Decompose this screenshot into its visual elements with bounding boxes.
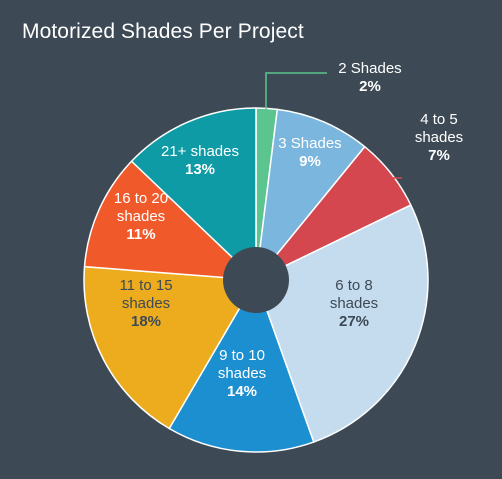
slice-name-label: 2 Shades [338, 60, 401, 77]
slice-value-label: 11% [126, 226, 155, 243]
slice-name-label: 16 to 20 [114, 190, 168, 207]
pie-slice-3-shades [255, 108, 366, 281]
slice-name-label: shades [122, 295, 170, 312]
slice-label-6-to-8-shades: 6 to 8 shades 27% [330, 277, 378, 330]
slice-name-label: 11 to 15 [119, 277, 172, 294]
pie-slice-9-to-10-shades [168, 279, 315, 453]
slice-label-21plus-shades: 21+ shades 13% [161, 143, 239, 178]
slice-name-label: 9 to 10 [219, 347, 265, 364]
slice-name-label: shades [415, 129, 463, 146]
slice-value-label: 14% [227, 383, 257, 400]
pie-slice-6-to-8-shades [255, 204, 429, 443]
pie-slice-21plus-shades [130, 107, 257, 281]
pie-slice-11-to-15-shades [83, 265, 257, 430]
pie-slice-16-to-20-shades [83, 160, 257, 281]
slice-name-label: 6 to 8 [335, 277, 373, 294]
slice-name-label: shades [218, 365, 266, 382]
slice-label-2-shades: 2 Shades 2% [338, 60, 401, 95]
slice-value-label: 2% [359, 78, 381, 95]
slice-label-9-to-10-shades: 9 to 10 shades 14% [218, 347, 266, 400]
chart-title: Motorized Shades Per Project [22, 20, 304, 43]
slice-name-label: 3 Shades [278, 135, 341, 152]
donut-hole [223, 247, 289, 313]
slice-label-11-to-15-shades: 11 to 15 shades 18% [119, 277, 172, 330]
callout-line-2-shades [263, 72, 327, 113]
slice-label-16-to-20-shades: 16 to 20 shades 11% [114, 190, 168, 243]
slice-name-label: 21+ shades [161, 143, 239, 160]
slice-name-label: 4 to 5 [420, 111, 458, 128]
slice-name-label: shades [117, 208, 165, 225]
slice-value-label: 9% [299, 153, 321, 170]
slice-name-label: shades [330, 295, 378, 312]
slice-value-label: 7% [428, 147, 450, 164]
slice-label-4-to-5-shades: 4 to 5 shades 7% [415, 111, 463, 164]
slice-value-label: 18% [131, 313, 161, 330]
slice-label-3-shades: 3 Shades 9% [278, 135, 341, 170]
slice-value-label: 13% [185, 161, 215, 178]
slice-value-label: 27% [339, 313, 369, 330]
